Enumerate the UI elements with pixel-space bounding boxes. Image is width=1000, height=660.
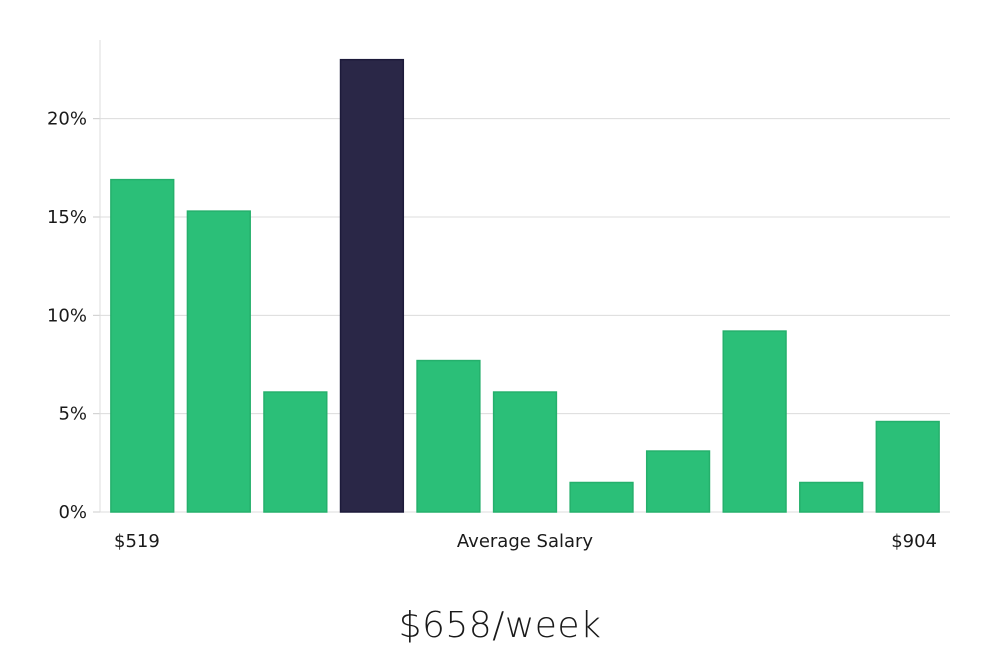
y-tick-label: 20% [47, 109, 87, 130]
bar [645, 450, 711, 513]
average-salary-value: $658/week [398, 605, 602, 646]
bar [263, 391, 328, 513]
y-tick-label: 5% [58, 404, 87, 425]
y-tick-labels: 0% 5% 10% 15% 20% [47, 109, 87, 523]
bar [569, 481, 634, 513]
bar [492, 391, 558, 513]
bar [799, 481, 864, 513]
y-tick-label: 15% [47, 207, 87, 228]
y-tick-label: 0% [58, 502, 87, 523]
x-label-max: $904 [891, 531, 937, 552]
bar [186, 210, 251, 513]
bars [110, 58, 940, 513]
y-tick-label: 10% [47, 305, 87, 326]
x-label-center: Average Salary [457, 531, 594, 552]
bar [875, 420, 940, 513]
bar [110, 178, 175, 513]
bar [722, 330, 787, 513]
salary-distribution-chart: 0% 5% 10% 15% 20% $519 Average Salary $904 [47, 40, 950, 552]
x-label-min: $519 [114, 531, 160, 552]
bar-highlighted [339, 58, 405, 513]
bar [416, 359, 481, 513]
